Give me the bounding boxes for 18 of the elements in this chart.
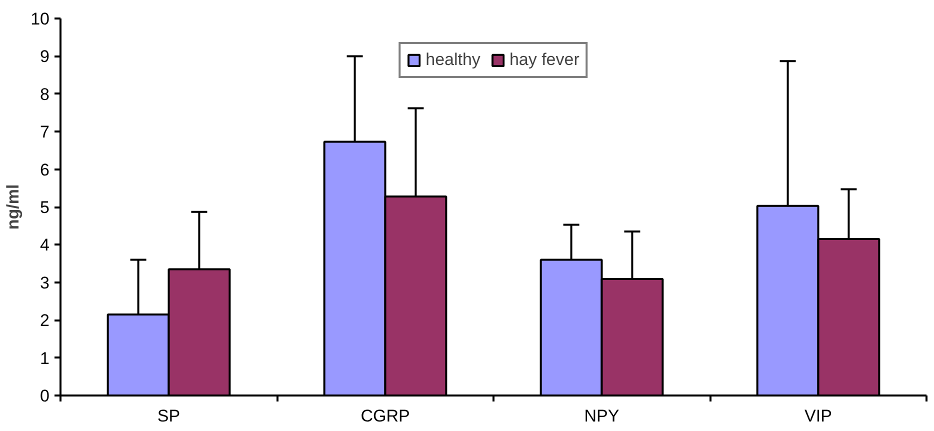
y-tick-label: 3 xyxy=(40,273,50,292)
y-tick-label: 1 xyxy=(40,348,50,368)
legend-label: hay fever xyxy=(509,50,580,70)
y-tick-label: 4 xyxy=(40,236,50,255)
y-tick-label: 5 xyxy=(40,198,50,217)
y-tick-label: 7 xyxy=(40,122,50,142)
y-tick-label: 0 xyxy=(40,386,50,406)
x-tick-label: CGRP xyxy=(360,406,410,426)
y-tick-label: 2 xyxy=(40,311,50,330)
x-tick-label: NPY xyxy=(584,406,620,426)
y-tick-label: 8 xyxy=(40,84,50,104)
y-tick-label: 6 xyxy=(40,160,50,180)
y-tick-label: 10 xyxy=(30,10,50,28)
legend-label: healthy xyxy=(426,50,480,70)
y-axis-title: ng/ml xyxy=(4,184,23,230)
x-tick-label: SP xyxy=(157,406,180,426)
y-tick-label: 9 xyxy=(40,47,50,66)
x-tick-label: VIP xyxy=(804,406,832,426)
